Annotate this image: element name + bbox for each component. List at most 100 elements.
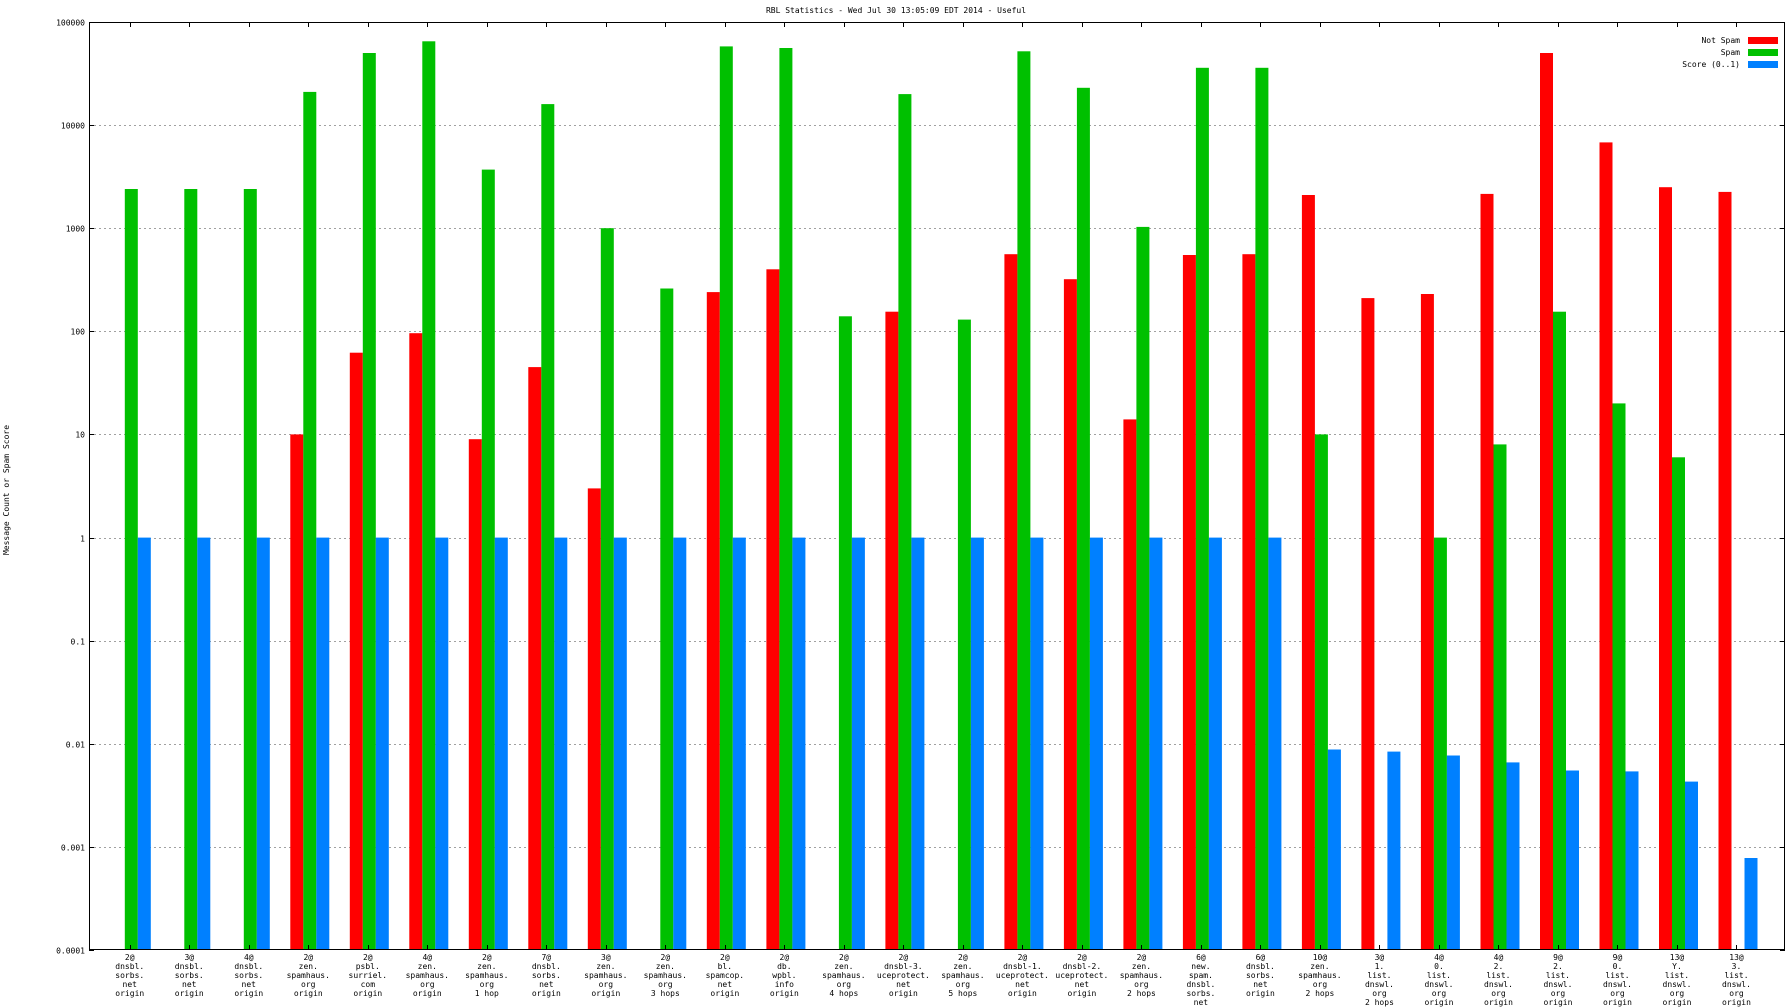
bar-not-spam — [1063, 279, 1077, 950]
legend-label: Score (0..1) — [1682, 60, 1740, 69]
bar-spam — [838, 316, 852, 950]
bar-not-spam — [1420, 294, 1434, 950]
bar-not-spam — [1659, 187, 1672, 950]
bar-score-0-1 — [137, 537, 151, 950]
y-tick-label: 0.0001 — [56, 947, 85, 956]
legend-swatch — [1748, 37, 1778, 44]
legend-label: Spam — [1721, 48, 1740, 57]
x-tick-label: 4@ 2. list. dnswl. org origin — [1484, 953, 1513, 1007]
bar-score-0-1 — [1327, 749, 1341, 950]
bar-score-0-1 — [1685, 781, 1698, 950]
bar-spam — [1017, 51, 1031, 951]
bar-not-spam — [1301, 195, 1315, 950]
legend-label: Not Spam — [1701, 36, 1740, 45]
bar-score-0-1 — [1030, 537, 1044, 950]
x-tick-label: 2@ zen. spamhaus. org origin — [287, 953, 330, 998]
x-tick-label: 3@ 1. list. dnswl. org 2 hops — [1365, 953, 1394, 1007]
x-tick-label: 2@ zen. spamhaus. org 4 hops — [822, 953, 865, 998]
bar-score-0-1 — [1208, 537, 1222, 950]
bar-spam — [600, 228, 614, 950]
bar-spam — [1314, 434, 1328, 950]
bar-score-0-1 — [1387, 751, 1401, 950]
x-tick-label: 6@ dnsbl. sorbs. net origin — [1246, 953, 1275, 998]
bar-spam — [660, 288, 674, 950]
bar-score-0-1 — [792, 537, 806, 950]
bar-spam — [1076, 87, 1090, 951]
bar-score-0-1 — [1268, 537, 1282, 950]
axes: 100000 10000 1000 100 10 1 0.1 0.01 0.001 0.0001 — [56, 19, 1785, 956]
bar-spam — [243, 189, 257, 950]
y-axis-label: Message Count or Spam Score — [2, 425, 11, 555]
bar-score-0-1 — [613, 537, 627, 950]
bar-spam — [422, 41, 436, 951]
x-tick-label: 13@ 3. list. dnswl. org origin — [1722, 953, 1751, 1007]
bar-not-spam — [1182, 255, 1196, 950]
x-tick-label: 7@ dnsbl. sorbs. net origin — [532, 953, 561, 998]
y-tick-label: 10000 — [61, 122, 85, 131]
x-tick-label: 9@ 2. list. dnswl. org origin — [1544, 953, 1573, 1007]
bar-score-0-1 — [197, 537, 211, 950]
bar-score-0-1 — [673, 537, 687, 950]
x-tick-label: 4@ 0. list. dnswl. org origin — [1424, 953, 1453, 1007]
bar-not-spam — [1540, 53, 1553, 950]
bar-score-0-1 — [1625, 771, 1639, 950]
y-tick-label: 10 — [75, 431, 85, 440]
bar-spam — [957, 319, 971, 951]
y-tick-label: 0.001 — [61, 844, 85, 853]
bar-spam — [1612, 403, 1626, 950]
bar-score-0-1 — [911, 537, 925, 950]
bar-spam — [124, 189, 138, 950]
bar-not-spam — [587, 488, 601, 950]
x-tick-label: 3@ dnsbl. sorbs. net origin — [175, 953, 204, 998]
bar-score-0-1 — [375, 537, 389, 950]
bar-spam — [1195, 67, 1209, 951]
bars — [124, 41, 1758, 951]
x-tick-label: 2@ zen. spamhaus. org 5 hops — [941, 953, 984, 998]
y-tick-label: 1000 — [66, 225, 85, 234]
x-tick-labels: 2@ dnsbl. sorbs. net origin 3@ dnsbl. sorbs. net… — [115, 953, 1751, 1008]
y-tick-label: 100000 — [56, 19, 85, 28]
bar-score-0-1 — [494, 537, 508, 950]
bar-not-spam — [1123, 419, 1137, 950]
x-tick-label: 2@ dnsbl. sorbs. net origin — [115, 953, 144, 998]
bar-not-spam — [766, 269, 780, 950]
bar-not-spam — [409, 333, 423, 950]
x-tick-label: 13@ Y. list. dnswl. org origin — [1663, 953, 1692, 1007]
y-tick-label: 1 — [80, 535, 85, 544]
bar-spam — [481, 169, 495, 951]
bar-score-0-1 — [1506, 762, 1520, 950]
bar-score-0-1 — [851, 537, 865, 950]
plot-frame — [89, 22, 1785, 950]
bar-score-0-1 — [1744, 858, 1758, 950]
bar-spam — [1672, 457, 1685, 950]
x-tick-label: 2@ zen. spamhaus. org 2 hops — [1120, 953, 1163, 998]
bar-not-spam — [1599, 142, 1613, 950]
bar-spam — [303, 91, 317, 950]
bar-score-0-1 — [1446, 755, 1460, 950]
legend: Not Spam Spam Score (0..1) — [1682, 36, 1778, 69]
bar-spam — [719, 46, 733, 950]
bar-not-spam — [706, 292, 720, 951]
bar-score-0-1 — [970, 537, 984, 950]
y-tick-label: 0.01 — [66, 741, 85, 750]
bar-score-0-1 — [732, 537, 746, 950]
bar-not-spam — [1361, 298, 1375, 951]
bar-score-0-1 — [1149, 537, 1163, 950]
bar-spam — [779, 48, 793, 950]
bar-score-0-1 — [435, 537, 449, 950]
bar-spam — [1553, 311, 1566, 950]
bar-spam — [1136, 226, 1150, 950]
bar-score-0-1 — [316, 537, 330, 950]
y-tick-label: 100 — [71, 328, 86, 337]
x-tick-label: 3@ zen. spamhaus. org origin — [584, 953, 627, 998]
x-tick-label: 2@ dnsbl-3. uceprotect. net origin — [877, 953, 930, 998]
bar-not-spam — [528, 367, 542, 951]
bar-not-spam — [468, 439, 482, 950]
bar-not-spam — [1004, 254, 1018, 950]
x-tick-label: 2@ dnsbl-1. uceprotect. net origin — [996, 953, 1049, 998]
x-tick-label: 4@ zen. spamhaus. org origin — [406, 953, 449, 998]
x-tick-label: 9@ 0. list. dnswl. org origin — [1603, 953, 1632, 1007]
